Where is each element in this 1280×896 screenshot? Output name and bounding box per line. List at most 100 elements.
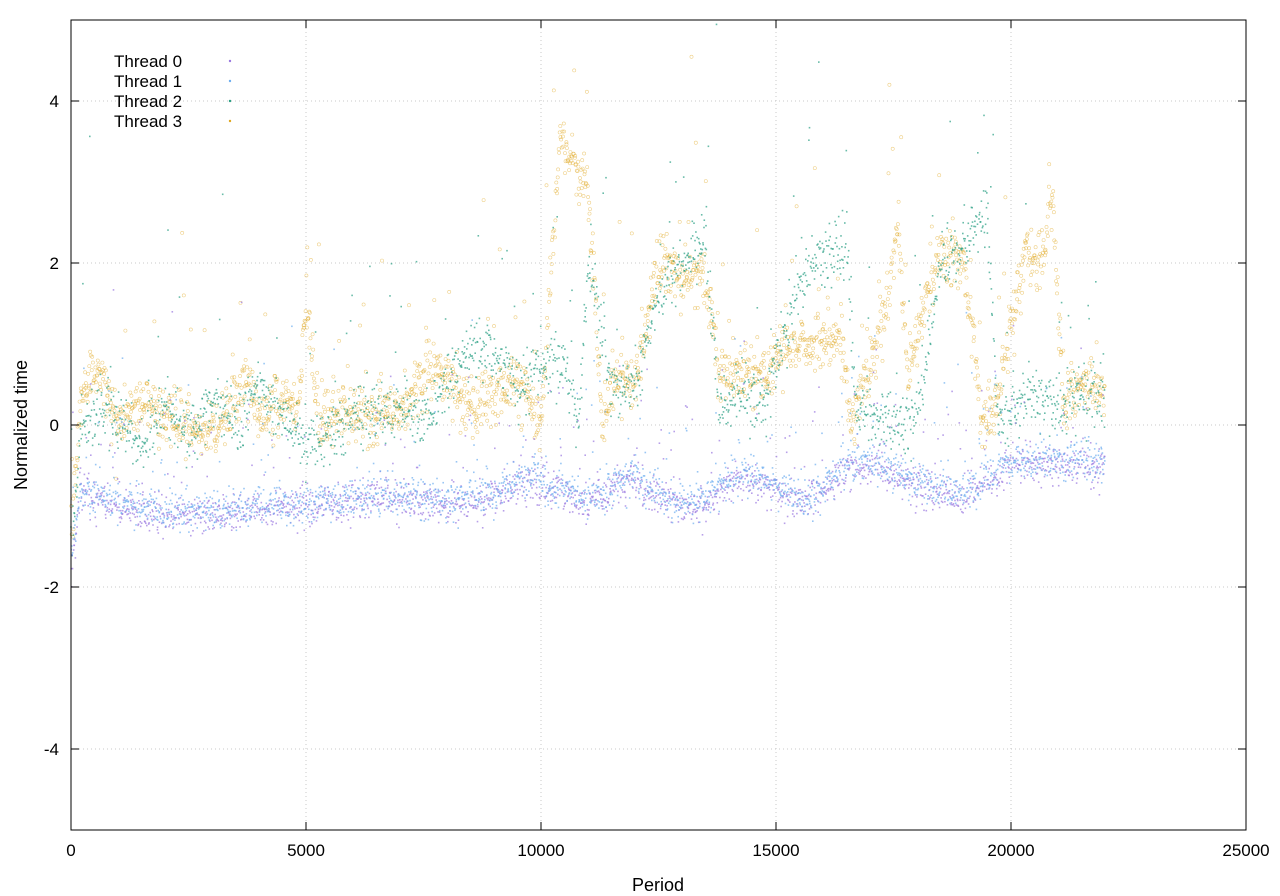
data-point	[996, 395, 1001, 400]
data-point	[476, 341, 479, 343]
data-point	[93, 435, 96, 437]
data-point	[570, 132, 575, 137]
data-point	[330, 505, 333, 507]
data-point	[761, 384, 763, 387]
data-point	[375, 442, 380, 447]
data-point	[152, 387, 157, 392]
data-point	[580, 363, 582, 365]
data-point	[462, 361, 465, 363]
data-point	[866, 376, 871, 381]
data-point	[578, 425, 580, 428]
data-point	[975, 234, 977, 236]
data-point	[436, 422, 438, 424]
data-point	[978, 213, 981, 216]
data-point	[762, 398, 765, 401]
data-point	[570, 388, 572, 391]
data-point	[469, 374, 474, 379]
data-point	[748, 381, 750, 383]
data-point	[487, 404, 492, 409]
data-point	[224, 404, 227, 406]
data-point	[228, 422, 230, 424]
data-point	[851, 415, 856, 420]
data-point	[540, 396, 545, 401]
data-point	[97, 366, 102, 371]
data-point	[915, 422, 917, 424]
data-point	[700, 248, 702, 250]
data-point	[576, 186, 581, 191]
data-point	[669, 283, 673, 288]
data-point	[588, 248, 593, 253]
data-point	[76, 526, 78, 528]
data-point	[219, 515, 221, 517]
data-point	[84, 425, 86, 428]
data-point	[780, 354, 782, 357]
data-point	[85, 415, 88, 417]
data-point	[927, 328, 930, 331]
data-point	[526, 397, 529, 400]
data-point	[424, 403, 427, 406]
data-point	[235, 382, 240, 387]
data-point	[1037, 230, 1042, 235]
data-point	[1038, 385, 1041, 387]
data-point	[314, 516, 316, 519]
data-point	[672, 260, 675, 262]
data-point	[959, 259, 962, 261]
data-point	[1081, 377, 1083, 380]
data-point	[455, 405, 460, 410]
data-point	[311, 522, 313, 525]
data-point	[971, 221, 974, 223]
data-point	[1084, 374, 1086, 377]
data-point	[210, 400, 212, 403]
data-point	[219, 406, 222, 409]
data-point	[493, 411, 498, 416]
data-point	[179, 400, 184, 404]
data-point	[330, 444, 335, 449]
data-point	[208, 420, 211, 423]
data-point	[626, 364, 631, 369]
data-point	[1044, 412, 1046, 414]
data-point	[156, 432, 159, 434]
data-point	[249, 510, 251, 512]
data-point	[800, 236, 803, 239]
data-point	[179, 511, 181, 513]
data-point	[886, 395, 889, 398]
data-point	[732, 393, 737, 398]
data-point	[865, 388, 870, 393]
data-point	[943, 260, 948, 265]
data-point	[295, 427, 297, 429]
data-point	[157, 432, 162, 437]
data-point	[435, 423, 438, 425]
data-point	[466, 367, 468, 369]
data-point	[418, 386, 423, 391]
data-point	[657, 239, 662, 244]
data-point	[192, 450, 195, 452]
data-point	[880, 438, 883, 441]
data-point	[453, 385, 458, 390]
data-point	[183, 457, 188, 462]
data-point	[293, 413, 298, 418]
data-point	[291, 430, 294, 433]
data-point	[984, 190, 987, 193]
data-point	[813, 315, 818, 320]
data-point	[560, 129, 565, 134]
data-point	[204, 443, 207, 446]
data-point	[130, 406, 135, 411]
data-point	[933, 300, 936, 303]
data-point	[581, 357, 584, 359]
data-point	[701, 294, 706, 298]
data-point	[324, 494, 327, 496]
data-point	[1037, 286, 1042, 291]
data-point	[382, 423, 384, 425]
data-point	[908, 300, 910, 302]
data-point	[740, 377, 745, 382]
data-point	[794, 353, 799, 358]
data-point	[638, 340, 643, 345]
data-point	[966, 235, 969, 237]
data-point	[322, 465, 325, 468]
data-point	[301, 424, 304, 426]
data-point	[1010, 419, 1012, 422]
data-point	[919, 284, 921, 286]
data-point	[277, 399, 282, 404]
data-point	[811, 235, 813, 237]
data-point	[1087, 361, 1092, 366]
